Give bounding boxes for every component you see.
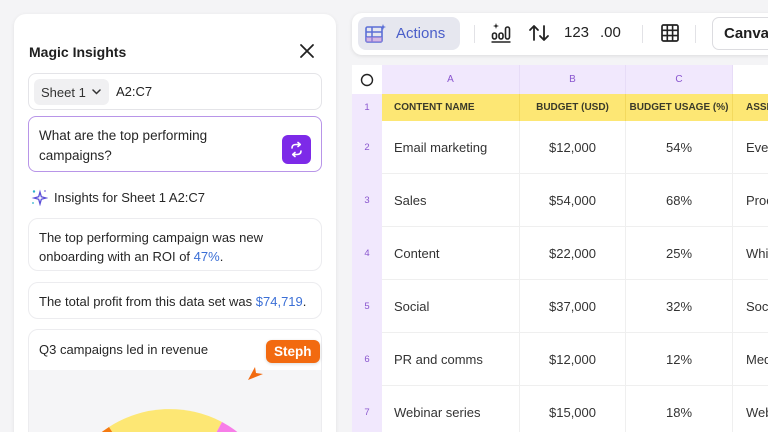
spreadsheet: A B C 1 CONTENT NAME BUDGET (USD) BUDGET… <box>352 65 768 432</box>
header-cell[interactable]: BUDGET USAGE (%) <box>626 94 733 121</box>
chart-title: Q3 campaigns led in revenue <box>39 342 209 357</box>
row-number[interactable]: 1 <box>352 94 382 121</box>
table-cell[interactable]: Soc <box>733 280 768 333</box>
collaborator-cursor-label: Steph <box>266 340 320 363</box>
table-cell[interactable]: 32% <box>626 280 733 333</box>
insight-card: The total profit from this data set was … <box>28 282 322 319</box>
sheet-select[interactable]: Sheet 1 <box>34 79 109 105</box>
table-cell[interactable]: 25% <box>626 227 733 280</box>
table-cell[interactable]: 68% <box>626 174 733 227</box>
table-cell[interactable]: PR and comms <box>382 333 520 386</box>
actions-button[interactable]: Actions <box>358 17 460 50</box>
table-cell[interactable]: Webinar series <box>382 386 520 432</box>
regenerate-button[interactable] <box>282 135 311 164</box>
cursor-arrow-icon <box>248 367 263 380</box>
circle-icon <box>360 73 374 86</box>
toolbar-divider <box>695 25 696 43</box>
row-number[interactable]: 2 <box>352 121 382 174</box>
insight-highlight: $74,719 <box>255 294 303 309</box>
sort-button[interactable] <box>528 22 550 44</box>
radial-chart <box>29 370 321 432</box>
radial-chart-graphic <box>101 409 238 432</box>
header-cell[interactable]: CONTENT NAME <box>382 94 520 121</box>
range-input[interactable]: A2:C7 <box>116 84 153 99</box>
range-field[interactable]: Sheet 1 A2:C7 <box>28 73 322 110</box>
table-cell[interactable]: Web <box>733 386 768 432</box>
magic-insights-panel: Magic Insights Sheet 1 A2:C7 What are th… <box>14 14 336 432</box>
table-cell[interactable]: Eve <box>733 121 768 174</box>
panel-title: Magic Insights <box>29 44 127 60</box>
insight-suffix: . <box>302 294 307 309</box>
insight-text: The total profit from this data set was <box>39 294 256 309</box>
toolbar-divider <box>474 25 475 43</box>
table-cell[interactable]: $22,000 <box>520 227 626 280</box>
table-cell[interactable]: $15,000 <box>520 386 626 432</box>
query-text[interactable]: What are the top performing campaigns? <box>39 128 208 163</box>
row-number[interactable]: 7 <box>352 386 382 432</box>
table-cell[interactable]: Whi <box>733 227 768 280</box>
insight-text: The top performing campaign was new onbo… <box>39 230 264 264</box>
insight-card: The top performing campaign was new onbo… <box>28 218 322 271</box>
chart-sparkle-icon <box>491 23 511 43</box>
toolbar-divider <box>642 25 643 43</box>
table-sparkle-icon <box>365 23 386 43</box>
canva-button[interactable]: Canva <box>712 17 768 50</box>
refresh-icon <box>291 141 302 158</box>
grid-icon <box>661 24 679 42</box>
insights-heading-text: Insights for Sheet 1 A2:C7 <box>54 189 206 205</box>
table-grid-button[interactable] <box>659 22 681 44</box>
table-cell[interactable]: 18% <box>626 386 733 432</box>
sheet-select-label: Sheet 1 <box>41 84 86 100</box>
insight-suffix: . <box>219 249 224 264</box>
insight-highlight: 47% <box>193 249 220 264</box>
chart-button[interactable] <box>490 22 512 44</box>
row-number[interactable]: 5 <box>352 280 382 333</box>
chevron-down-icon <box>92 89 101 95</box>
table-cell[interactable]: Content <box>382 227 520 280</box>
table-cell[interactable]: $12,000 <box>520 121 626 174</box>
toolbar: Actions 123 .00 Canva <box>352 13 768 55</box>
table-cell[interactable]: $54,000 <box>520 174 626 227</box>
row-number[interactable]: 3 <box>352 174 382 227</box>
header-cell[interactable]: BUDGET (USD) <box>520 94 626 121</box>
table-cell[interactable]: Email marketing <box>382 121 520 174</box>
decimal-format-button[interactable]: .00 <box>600 24 621 41</box>
table-cell[interactable]: Med <box>733 333 768 386</box>
actions-label: Actions <box>396 25 446 42</box>
select-all-button[interactable] <box>352 65 382 94</box>
column-header-c[interactable]: C <box>626 65 733 94</box>
table-cell[interactable]: 54% <box>626 121 733 174</box>
sparkle-icon <box>31 189 48 206</box>
row-number[interactable]: 6 <box>352 333 382 386</box>
query-input[interactable]: What are the top performing campaigns? <box>28 116 322 172</box>
close-button[interactable] <box>298 42 316 60</box>
row-number[interactable]: 4 <box>352 227 382 280</box>
header-cell[interactable]: ASSE <box>733 94 768 121</box>
table-cell[interactable]: Sales <box>382 174 520 227</box>
table-cell[interactable]: 12% <box>626 333 733 386</box>
insights-heading: Insights for Sheet 1 A2:C7 <box>30 188 205 206</box>
column-header-b[interactable]: B <box>520 65 626 94</box>
table-cell[interactable]: $37,000 <box>520 280 626 333</box>
column-header-a[interactable]: A <box>382 65 520 94</box>
number-format-button[interactable]: 123 <box>564 24 590 41</box>
table-cell[interactable]: $12,000 <box>520 333 626 386</box>
table-cell[interactable]: Social <box>382 280 520 333</box>
sort-arrows-icon <box>529 25 549 41</box>
close-icon <box>300 44 314 58</box>
table-cell[interactable]: Proc <box>733 174 768 227</box>
